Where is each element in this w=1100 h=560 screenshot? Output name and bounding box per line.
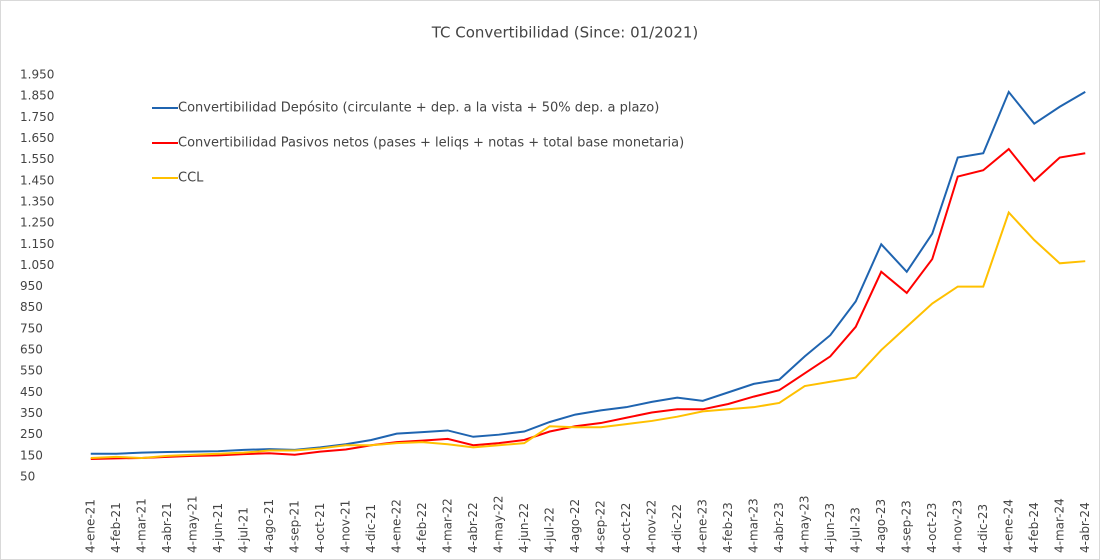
- legend-label: Convertibilidad Pasivos netos (pases + l…: [178, 136, 684, 151]
- x-tick-label: 4-jun-22: [517, 503, 531, 553]
- y-tick-label: 1.150: [20, 237, 54, 251]
- y-tick-label: 1.850: [20, 89, 54, 103]
- y-tick-label: 50: [20, 470, 35, 484]
- x-tick-label: 4-feb-23: [721, 502, 735, 553]
- x-tick-label: 4-may-21: [185, 496, 199, 554]
- series-line: [90, 89, 1086, 455]
- x-tick-label: 4-nov-23: [950, 500, 964, 553]
- x-tick-label: 4-jun-23: [823, 503, 837, 553]
- x-tick-label: 4-ene-21: [83, 499, 97, 553]
- x-tick-label: 4-ago-21: [262, 499, 276, 553]
- y-tick-label: 1.750: [20, 110, 54, 124]
- x-tick-label: 4-abr-24: [1078, 502, 1092, 553]
- x-tick-label: 4-dic-21: [364, 504, 378, 553]
- x-tick-label: 4-oct-23: [925, 503, 939, 553]
- chart-title: TC Convertibilidad (Since: 01/2021): [431, 24, 699, 42]
- x-tick-label: 4-sep-22: [593, 500, 607, 553]
- y-tick-label: 250: [20, 427, 43, 441]
- x-tick-label: 4-sep-23: [899, 500, 913, 553]
- x-tick-label: 4-nov-22: [644, 500, 658, 553]
- series-line: [90, 147, 1086, 461]
- x-tick-label: 4-ago-22: [568, 499, 582, 553]
- series-line: [90, 210, 1086, 459]
- x-tick-label: 4-feb-21: [109, 502, 123, 553]
- y-tick-label: 950: [20, 279, 43, 293]
- x-tick-label: 4-dic-23: [976, 504, 990, 553]
- x-tick-label: 4-may-22: [491, 496, 505, 554]
- y-tick-label: 1.650: [20, 131, 54, 145]
- x-tick-label: 4-mar-21: [134, 498, 148, 553]
- x-tick-label: 4-jul-22: [542, 507, 556, 553]
- y-tick-label: 1.050: [20, 258, 54, 272]
- y-tick-label: 1.250: [20, 216, 54, 230]
- x-tick-label: 4-feb-22: [415, 502, 429, 553]
- y-tick-label: 350: [20, 406, 43, 420]
- legend-label: CCL: [178, 171, 204, 186]
- x-tick-label: 4-jun-21: [211, 503, 225, 553]
- y-tick-label: 1.350: [20, 194, 54, 208]
- x-tick-label: 4-mar-22: [440, 498, 454, 553]
- y-tick-label: 550: [20, 364, 43, 378]
- x-tick-label: 4-feb-24: [1027, 502, 1041, 553]
- x-tick-label: 4-ene-22: [389, 499, 403, 553]
- x-tick-label: 4-abr-22: [466, 502, 480, 553]
- x-tick-label: 4-oct-22: [619, 503, 633, 553]
- x-tick-label: 4-mar-23: [746, 498, 760, 553]
- x-tick-label: 4-may-23: [797, 496, 811, 554]
- x-tick-label: 4-abr-21: [160, 502, 174, 553]
- y-tick-label: 850: [20, 300, 43, 314]
- legend-label: Convertibilidad Depósito (circulante + d…: [178, 101, 659, 116]
- y-tick-label: 1.550: [20, 152, 54, 166]
- x-tick-label: 4-nov-21: [338, 500, 352, 553]
- y-tick-label: 750: [20, 321, 43, 335]
- y-tick-label: 650: [20, 343, 43, 357]
- y-tick-label: 450: [20, 385, 43, 399]
- x-tick-label: 4-ene-23: [695, 499, 709, 553]
- x-tick-label: 4-oct-21: [313, 503, 327, 553]
- y-tick-label: 1.450: [20, 173, 54, 187]
- y-tick-label: 150: [20, 448, 43, 462]
- x-tick-label: 4-ago-23: [874, 499, 888, 553]
- x-tick-label: 4-jul-23: [848, 507, 862, 553]
- x-tick-label: 4-dic-22: [670, 504, 684, 553]
- x-tick-label: 4-jul-21: [236, 507, 250, 553]
- x-tick-label: 4-abr-23: [772, 502, 786, 553]
- x-tick-label: 4-ene-24: [1001, 499, 1015, 553]
- x-tick-label: 4-sep-21: [287, 500, 301, 553]
- y-tick-label: 1.950: [20, 68, 54, 82]
- x-tick-label: 4-mar-24: [1052, 498, 1066, 553]
